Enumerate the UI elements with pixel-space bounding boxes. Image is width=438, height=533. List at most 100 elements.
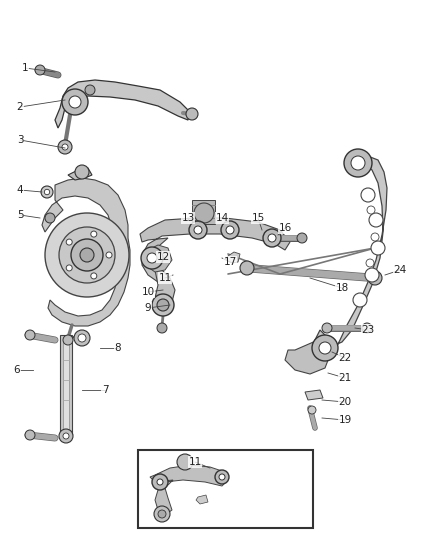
Text: 7: 7 [102, 385, 108, 395]
Polygon shape [63, 340, 69, 430]
Polygon shape [285, 340, 330, 374]
Text: 12: 12 [156, 252, 170, 262]
Circle shape [63, 433, 69, 439]
Text: 2: 2 [17, 102, 23, 112]
Text: 1: 1 [22, 63, 28, 73]
Circle shape [194, 203, 214, 223]
Circle shape [351, 156, 365, 170]
Circle shape [268, 234, 276, 242]
Text: 4: 4 [17, 185, 23, 195]
Circle shape [226, 226, 234, 234]
Circle shape [215, 470, 229, 484]
Polygon shape [140, 218, 290, 282]
Polygon shape [42, 178, 130, 326]
Circle shape [263, 229, 281, 247]
Circle shape [312, 335, 338, 361]
Circle shape [75, 165, 89, 179]
Circle shape [221, 221, 239, 239]
Polygon shape [60, 335, 72, 435]
Text: 11: 11 [188, 457, 201, 467]
Circle shape [154, 506, 170, 522]
Circle shape [371, 233, 379, 241]
Text: 22: 22 [339, 353, 352, 363]
Circle shape [91, 231, 97, 237]
Circle shape [147, 253, 157, 263]
Text: 3: 3 [17, 135, 23, 145]
Circle shape [219, 474, 225, 480]
Circle shape [186, 108, 198, 120]
Circle shape [157, 323, 167, 333]
Circle shape [152, 294, 174, 316]
Circle shape [91, 273, 97, 279]
Circle shape [69, 96, 81, 108]
Circle shape [85, 85, 95, 95]
Circle shape [74, 330, 90, 346]
Text: 13: 13 [181, 213, 194, 223]
Text: 20: 20 [339, 397, 352, 407]
Circle shape [35, 65, 45, 75]
Polygon shape [315, 155, 387, 355]
Bar [138, 450, 313, 528]
Polygon shape [148, 260, 175, 305]
Circle shape [106, 252, 112, 258]
Circle shape [297, 233, 307, 243]
Circle shape [63, 335, 73, 345]
Circle shape [45, 213, 55, 223]
Circle shape [25, 330, 35, 340]
Circle shape [66, 239, 72, 245]
Circle shape [152, 474, 168, 490]
Circle shape [66, 265, 72, 271]
Text: 15: 15 [251, 213, 265, 223]
Circle shape [361, 188, 375, 202]
Circle shape [368, 271, 382, 285]
Circle shape [41, 186, 53, 198]
Polygon shape [55, 80, 190, 128]
Circle shape [59, 429, 73, 443]
Circle shape [344, 149, 372, 177]
Circle shape [62, 144, 68, 150]
Circle shape [371, 241, 385, 255]
Circle shape [319, 342, 331, 354]
Circle shape [369, 213, 383, 227]
Polygon shape [143, 245, 172, 272]
Circle shape [365, 268, 379, 282]
Polygon shape [196, 495, 208, 504]
Circle shape [189, 221, 207, 239]
Polygon shape [192, 200, 215, 224]
Circle shape [367, 206, 375, 214]
Circle shape [44, 189, 49, 195]
Circle shape [78, 334, 86, 342]
Text: 5: 5 [17, 210, 23, 220]
Text: 16: 16 [279, 223, 292, 233]
Polygon shape [150, 465, 228, 515]
Circle shape [141, 247, 163, 269]
Text: 24: 24 [393, 265, 406, 275]
Circle shape [177, 454, 193, 470]
Circle shape [322, 323, 332, 333]
Circle shape [157, 299, 169, 311]
Text: 11: 11 [159, 273, 172, 283]
Circle shape [353, 293, 367, 307]
Circle shape [157, 479, 163, 485]
Circle shape [45, 213, 129, 297]
Text: 18: 18 [336, 283, 349, 293]
Text: 23: 23 [361, 325, 374, 335]
Circle shape [366, 259, 374, 267]
Circle shape [62, 89, 88, 115]
Circle shape [58, 140, 72, 154]
Text: 19: 19 [339, 415, 352, 425]
Text: 21: 21 [339, 373, 352, 383]
Polygon shape [68, 168, 92, 180]
Circle shape [194, 226, 202, 234]
Text: 9: 9 [145, 303, 151, 313]
Text: 6: 6 [14, 365, 20, 375]
Text: 8: 8 [115, 343, 121, 353]
Text: 10: 10 [141, 287, 155, 297]
Circle shape [308, 406, 316, 414]
Circle shape [362, 323, 372, 333]
Text: 17: 17 [223, 257, 237, 267]
Circle shape [25, 430, 35, 440]
Circle shape [59, 227, 115, 283]
Circle shape [80, 248, 94, 262]
Circle shape [240, 261, 254, 275]
